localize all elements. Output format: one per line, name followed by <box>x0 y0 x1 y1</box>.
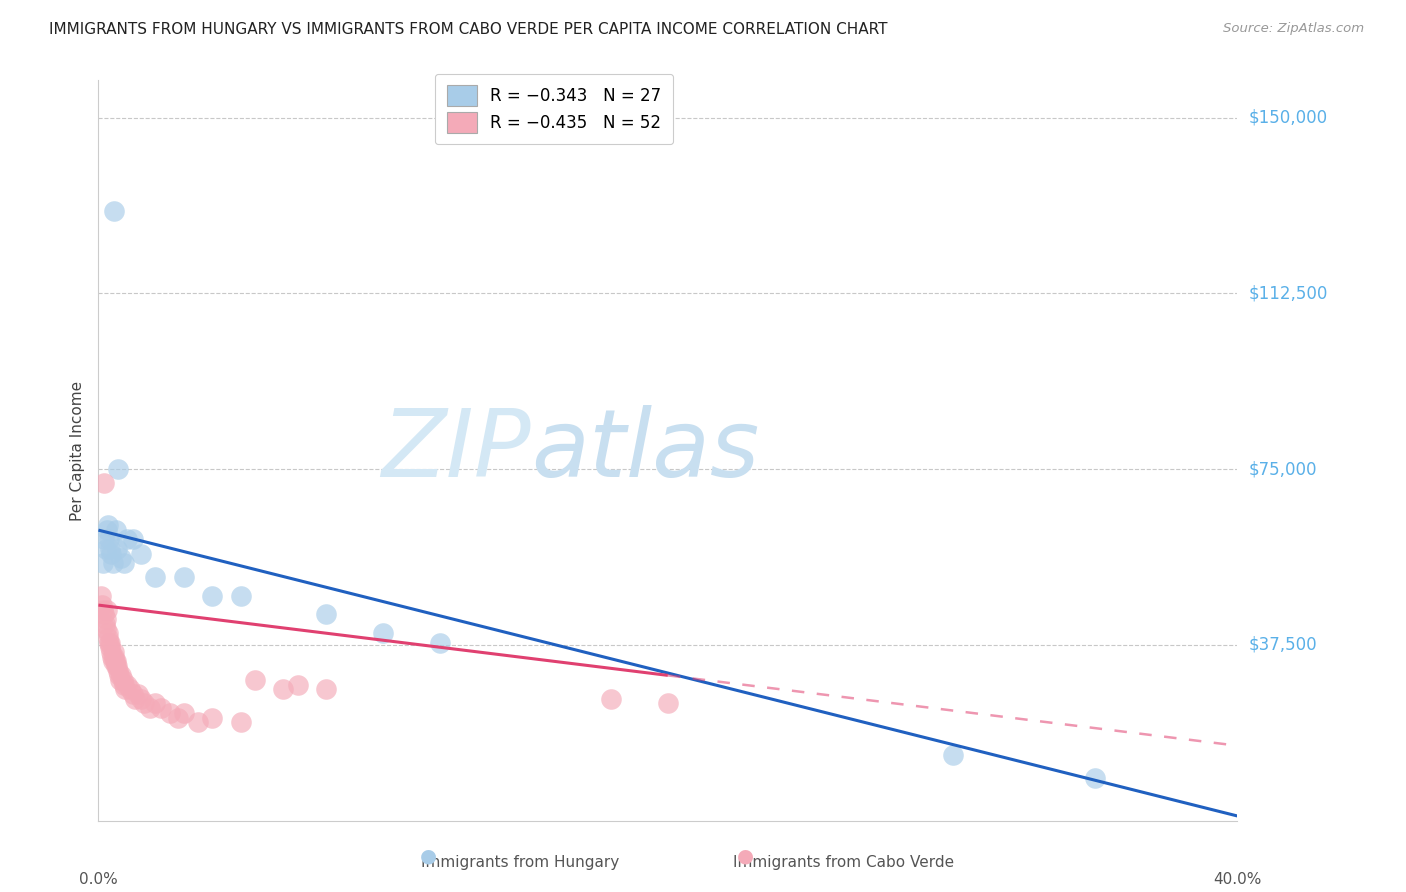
Point <box>145 697 167 711</box>
Point <box>101 556 124 570</box>
Point <box>173 570 195 584</box>
Point <box>105 654 128 668</box>
Point <box>129 691 152 706</box>
Point <box>115 678 138 692</box>
Text: ●: ● <box>737 847 754 865</box>
Point <box>100 645 122 659</box>
Text: $112,500: $112,500 <box>1249 285 1327 302</box>
Point <box>115 533 138 547</box>
Point <box>145 570 167 584</box>
Text: $75,000: $75,000 <box>1249 460 1317 478</box>
Point <box>129 547 152 561</box>
Point <box>104 659 127 673</box>
Point <box>101 649 124 664</box>
Text: 0.0%: 0.0% <box>79 872 118 888</box>
Point <box>93 607 115 622</box>
Point <box>93 616 115 631</box>
Point <box>108 673 131 687</box>
Text: atlas: atlas <box>531 405 759 496</box>
Point <box>98 533 121 547</box>
Point <box>93 476 115 491</box>
Text: $150,000: $150,000 <box>1249 109 1327 127</box>
Point <box>110 551 132 566</box>
Point <box>98 635 121 649</box>
Point <box>107 462 129 476</box>
Point <box>96 622 118 636</box>
Point <box>105 659 128 673</box>
Point <box>657 697 679 711</box>
Point <box>101 654 124 668</box>
Point <box>201 710 224 724</box>
Point <box>90 598 112 612</box>
Point <box>243 673 266 687</box>
Point <box>121 533 143 547</box>
Point <box>90 589 112 603</box>
Point <box>187 715 209 730</box>
Point <box>229 589 252 603</box>
Point <box>97 631 120 645</box>
Point <box>111 673 134 687</box>
Point <box>97 518 120 533</box>
Point <box>114 682 136 697</box>
Point <box>600 691 623 706</box>
Point <box>98 640 121 655</box>
Text: 40.0%: 40.0% <box>1213 872 1261 888</box>
Point <box>138 701 160 715</box>
Point <box>104 523 127 537</box>
Point <box>132 697 155 711</box>
Point <box>96 523 118 537</box>
Point <box>1084 772 1107 786</box>
Point <box>315 682 337 697</box>
Point <box>121 687 143 701</box>
Text: Immigrants from Hungary: Immigrants from Hungary <box>420 855 620 870</box>
Point <box>429 635 451 649</box>
Point <box>108 668 131 682</box>
Point <box>112 678 135 692</box>
Point <box>96 626 118 640</box>
Point <box>201 589 224 603</box>
Point <box>93 533 115 547</box>
Point <box>103 649 125 664</box>
Point <box>112 556 135 570</box>
Point <box>315 607 337 622</box>
Point <box>91 556 114 570</box>
Point <box>118 682 141 697</box>
Point <box>173 706 195 720</box>
Point <box>96 603 118 617</box>
Text: ●: ● <box>420 847 437 865</box>
Point <box>229 715 252 730</box>
Text: $37,500: $37,500 <box>1249 636 1317 654</box>
Point <box>107 664 129 678</box>
Point <box>371 626 394 640</box>
Text: IMMIGRANTS FROM HUNGARY VS IMMIGRANTS FROM CABO VERDE PER CAPITA INCOME CORRELAT: IMMIGRANTS FROM HUNGARY VS IMMIGRANTS FR… <box>49 22 887 37</box>
Point <box>91 603 114 617</box>
Point <box>942 747 965 762</box>
Point <box>104 654 127 668</box>
Point <box>94 541 117 556</box>
Point <box>100 547 122 561</box>
Point <box>124 691 146 706</box>
Point <box>150 701 173 715</box>
Text: Immigrants from Cabo Verde: Immigrants from Cabo Verde <box>733 855 955 870</box>
Point <box>127 687 149 701</box>
Legend: R = −0.343   N = 27, R = −0.435   N = 52: R = −0.343 N = 27, R = −0.435 N = 52 <box>434 74 673 145</box>
Point <box>110 668 132 682</box>
Point <box>105 541 128 556</box>
Point <box>167 710 190 724</box>
Text: Source: ZipAtlas.com: Source: ZipAtlas.com <box>1223 22 1364 36</box>
Text: ZIP: ZIP <box>381 405 531 496</box>
Point <box>159 706 181 720</box>
Point <box>273 682 295 697</box>
Point <box>103 204 125 219</box>
Point <box>100 635 122 649</box>
Point <box>103 645 125 659</box>
Point <box>94 612 117 626</box>
Point <box>100 541 122 556</box>
Point <box>287 678 309 692</box>
Y-axis label: Per Capita Income: Per Capita Income <box>70 380 86 521</box>
